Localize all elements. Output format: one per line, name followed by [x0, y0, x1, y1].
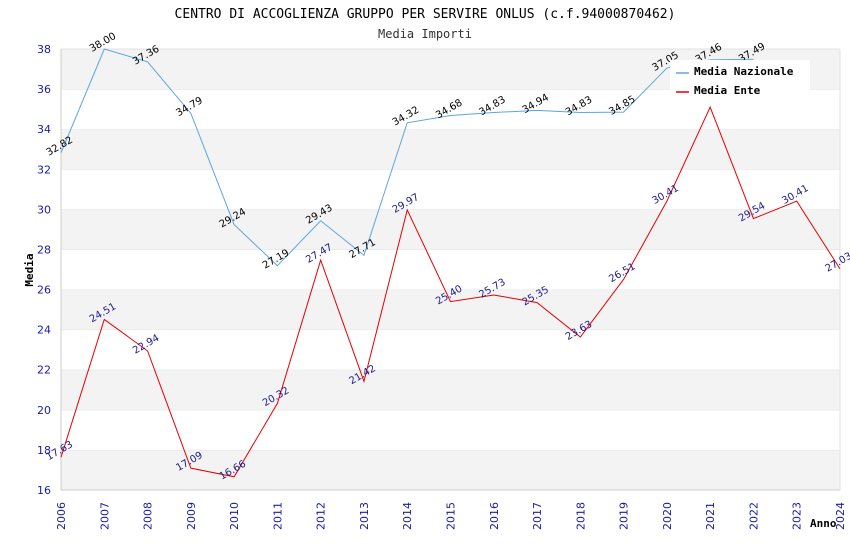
x-tick-label: 2021: [704, 502, 717, 530]
x-axis-label: Anno: [810, 517, 837, 530]
x-tick-label: 2023: [791, 502, 804, 530]
y-axis-label: Media: [23, 253, 36, 286]
x-tick-label: 2020: [661, 502, 674, 530]
x-tick-label: 2011: [271, 502, 284, 530]
legend: Media Nazionale Media Ente: [670, 60, 810, 100]
grid-band: [61, 409, 840, 450]
y-axis-ticks: 16 18 20 22 24 26 28 30 32 34 36 38: [37, 43, 51, 497]
grid-band: [61, 449, 840, 490]
x-tick-label: 2014: [401, 502, 414, 530]
x-tick-label: 2024: [834, 502, 847, 530]
grid-bands: [61, 48, 840, 490]
x-tick-label: 2007: [98, 502, 111, 530]
y-tick-label: 38: [37, 43, 51, 56]
x-tick-label: 2018: [574, 502, 587, 530]
x-tick-label: 2006: [55, 502, 68, 530]
x-axis-ticks: 2006 2007 2008 2009 2010 2011 2012 2013 2014 2015…: [55, 502, 847, 530]
grid-band: [61, 329, 840, 370]
grid-band: [61, 129, 840, 170]
y-tick-label: 26: [37, 284, 51, 297]
plot-frame: [60, 49, 841, 491]
grid-band: [61, 369, 840, 410]
legend-background: [670, 60, 810, 100]
grid-band: [61, 289, 840, 330]
y-tick-label: 24: [37, 324, 51, 337]
y-tick-label: 16: [37, 484, 51, 497]
y-tick-label: 34: [37, 123, 51, 136]
x-tick-label: 2013: [358, 502, 371, 530]
legend-label-media-ente: Media Ente: [694, 84, 761, 97]
legend-label-media-nazionale: Media Nazionale: [694, 65, 794, 78]
x-tick-label: 2008: [142, 502, 155, 530]
series-line-media-ente: [60, 105, 841, 478]
x-tick-label: 2010: [228, 502, 241, 530]
x-tick-label: 2015: [445, 502, 458, 530]
y-tick-label: 30: [37, 203, 51, 216]
x-tick-label: 2019: [618, 502, 631, 530]
y-tick-label: 22: [37, 364, 51, 377]
x-tick-label: 2012: [315, 502, 328, 530]
series-lines: [60, 48, 841, 478]
x-tick-label: 2009: [185, 502, 198, 530]
grid-band: [61, 249, 840, 290]
series-line-media-nazionale: [60, 48, 754, 267]
grid-band: [61, 209, 840, 250]
y-tick-label: 28: [37, 243, 51, 256]
x-tick-label: 2016: [488, 502, 501, 530]
grid-band: [61, 169, 840, 210]
chart-subtitle: Media Importi: [378, 27, 472, 41]
x-tick-label: 2022: [747, 502, 760, 530]
y-tick-label: 36: [37, 83, 51, 96]
y-tick-label: 32: [37, 163, 51, 176]
y-tick-label: 18: [37, 444, 51, 457]
y-tick-label: 20: [37, 404, 51, 417]
x-tick-label: 2017: [531, 502, 544, 530]
chart-title: CENTRO DI ACCOGLIENZA GRUPPO PER SERVIRE…: [175, 7, 676, 22]
